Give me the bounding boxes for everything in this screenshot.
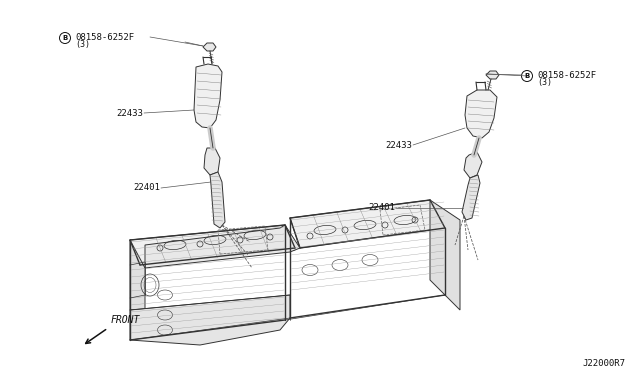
Text: (3): (3) bbox=[537, 77, 552, 87]
Text: FRONT: FRONT bbox=[111, 315, 140, 325]
Text: (3): (3) bbox=[75, 39, 90, 48]
Polygon shape bbox=[210, 172, 225, 228]
Polygon shape bbox=[465, 90, 497, 138]
Polygon shape bbox=[145, 225, 300, 268]
Polygon shape bbox=[290, 200, 445, 248]
Polygon shape bbox=[130, 225, 295, 265]
Polygon shape bbox=[462, 175, 480, 220]
Polygon shape bbox=[203, 43, 216, 51]
Text: 22433: 22433 bbox=[385, 141, 412, 150]
Polygon shape bbox=[430, 200, 460, 310]
Polygon shape bbox=[194, 64, 222, 128]
Text: 22401: 22401 bbox=[368, 203, 395, 212]
Text: 22401: 22401 bbox=[133, 183, 160, 192]
Text: 08158-6252F: 08158-6252F bbox=[75, 32, 134, 42]
Polygon shape bbox=[486, 71, 499, 79]
Text: J22000R7: J22000R7 bbox=[582, 359, 625, 369]
Text: B: B bbox=[62, 35, 68, 41]
Polygon shape bbox=[464, 152, 482, 178]
Text: 08158-6252F: 08158-6252F bbox=[537, 71, 596, 80]
Text: 22433: 22433 bbox=[116, 109, 143, 118]
Polygon shape bbox=[130, 295, 290, 345]
Polygon shape bbox=[130, 240, 145, 310]
Text: B: B bbox=[524, 73, 530, 79]
Polygon shape bbox=[204, 148, 220, 175]
